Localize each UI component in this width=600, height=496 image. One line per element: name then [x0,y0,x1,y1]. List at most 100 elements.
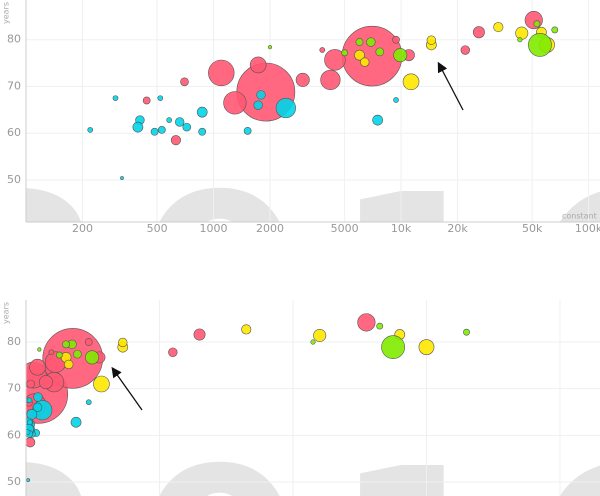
bubble [27,419,33,426]
x-tick-label: 100k [575,222,600,235]
x-tick-label: 2000 [256,222,284,235]
bubble [341,49,349,57]
bubble [64,359,74,370]
bubble [313,328,327,342]
bubble [463,328,470,336]
bubble [198,127,207,136]
bubble [524,11,543,30]
bubble [26,478,31,483]
bubble [460,45,470,55]
bubble [175,117,185,127]
y-tick-label: 60 [7,126,21,139]
bubble [517,37,523,43]
pointer-arrow [111,366,143,411]
bubble [295,72,310,87]
bubble [26,379,35,389]
bubble [157,95,164,101]
bubble [515,26,529,40]
bubble [29,358,46,376]
bubble [120,176,124,180]
x-tick-label: 50k [522,222,543,235]
bubble [70,416,82,428]
x-tick-label: 1000 [200,222,228,235]
bubble [418,339,435,356]
x-tick-label: 5000 [331,222,359,235]
y-tick-label: 80 [7,335,21,348]
bubble [393,97,399,103]
y-tick-label: 50 [7,475,21,488]
bubble [533,20,541,28]
y-axis-title: years [2,2,11,24]
bubble [341,25,403,87]
bubble [372,114,384,126]
y-tick-label: 70 [7,79,21,92]
bubble [157,126,166,134]
y-tick-label: 70 [7,382,21,395]
bubble [132,121,144,133]
bubble [142,96,151,105]
y-tick-label: 80 [7,33,21,46]
bubble [551,26,559,34]
bubble [256,90,266,100]
bubble [208,59,235,87]
bubble [85,350,100,365]
bubble [166,117,173,123]
y-axis-title: years [2,302,11,324]
chart: 201650 60 70 80 200 500 1000 2000 5000 10k 20k 50k 1… [0,0,600,423]
year-watermark: 2016 [0,143,600,423]
bubble [62,340,70,349]
bubble [319,47,326,53]
bubble [33,392,43,402]
bubble [26,397,33,404]
bubble [87,127,94,133]
bubble [357,313,376,332]
bubble [528,32,552,57]
bubble [118,337,128,348]
bubble [84,338,93,346]
x-tick-label: 10k [391,222,412,235]
bubble [426,35,437,45]
bubble [354,49,365,61]
bubble [275,97,296,119]
bubble [85,399,92,406]
bubble [55,351,63,359]
bubble [150,127,159,136]
bubble [320,69,341,91]
bubble [182,122,192,132]
bubble [26,437,36,448]
pointer-arrow [437,61,464,111]
year-watermark: 2016 [0,417,600,496]
bubble [180,77,189,87]
bubble [366,37,376,47]
bubble [324,49,346,71]
bubble [392,35,400,44]
bubble [170,135,181,146]
bubble [381,335,405,360]
bubble [402,73,420,91]
bubble [360,57,370,67]
bubble [93,375,110,393]
bubble [355,38,364,46]
bubble [26,429,31,435]
x-tick-label: 200 [72,222,93,235]
bubble [493,22,504,33]
bubble [393,48,408,63]
bubble [37,347,42,352]
bubble [267,45,273,50]
bubble [168,347,178,357]
bubble [38,375,53,390]
x-axis-title: constant 2 [562,212,600,221]
chart: 201650 60 70 80 years [0,300,600,496]
x-tick-label: 20k [447,222,468,235]
bubble [223,91,247,115]
bubble [376,322,384,330]
bubble [32,402,43,413]
bubble [48,349,55,356]
bubble [73,349,82,359]
bubble [249,56,267,74]
y-tick-label: 50 [7,173,21,186]
plot-area: 2016 [0,0,600,423]
bubble [243,126,252,135]
